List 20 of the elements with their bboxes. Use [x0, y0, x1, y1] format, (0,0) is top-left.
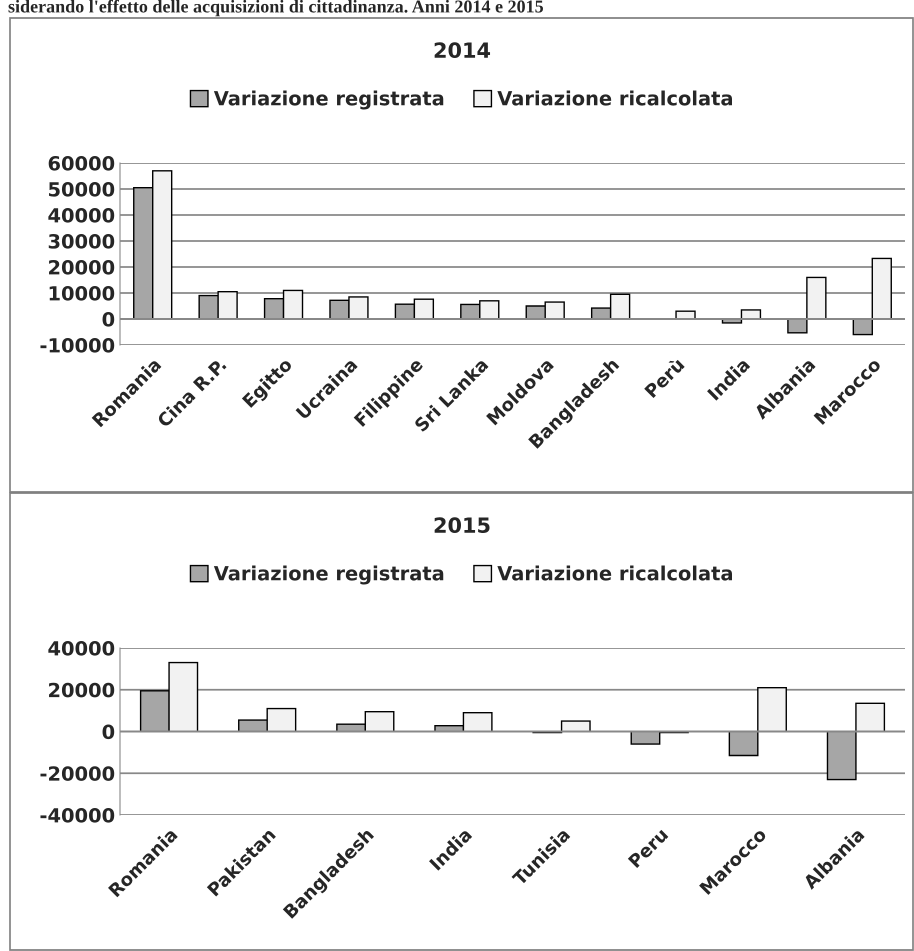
legend-label: Variazione ricalcolata	[497, 566, 732, 581]
chart-title: 2015	[434, 517, 490, 534]
y-tick-label: -40000	[40, 808, 114, 823]
y-tick-label: -10000	[40, 338, 114, 353]
y-tick-label: 20000	[49, 682, 114, 698]
y-tick-label: 30000	[48, 234, 114, 249]
y-tick-label: 40000	[48, 208, 114, 223]
y-tick-label: 0	[102, 312, 114, 327]
text: siderando l'effetto delle acquisizioni di cittadinanza. Anni 2014 e 2015	[8, 0, 544, 16]
y-tick-label: 40000	[48, 640, 114, 656]
legend-label: Variazione registrata	[214, 90, 444, 110]
y-tick-label: 60000	[48, 156, 114, 171]
y-tick-label: 10000	[50, 286, 114, 301]
y-tick-label: 20000	[49, 260, 114, 275]
legend-label: Variazione registrata	[214, 566, 444, 584]
y-tick-label: -20000	[40, 766, 114, 781]
chart-title: 2014	[434, 42, 490, 58]
y-tick-label: 50000	[48, 182, 114, 197]
legend-label: Variazione ricalcolata	[497, 90, 732, 106]
y-tick-label: 0	[102, 724, 114, 740]
